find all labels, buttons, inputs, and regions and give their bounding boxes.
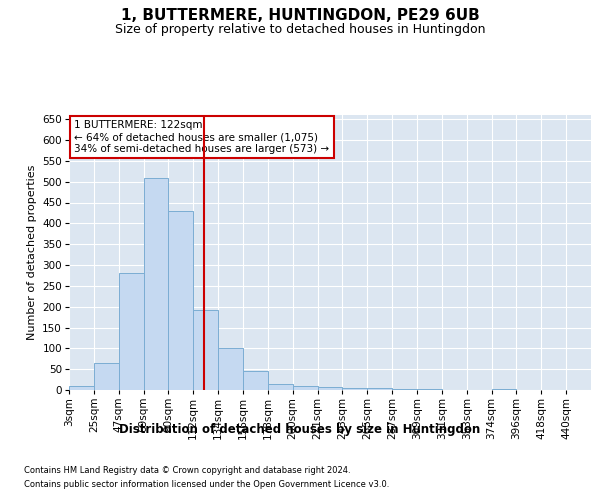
- Text: Size of property relative to detached houses in Huntingdon: Size of property relative to detached ho…: [115, 22, 485, 36]
- Bar: [293, 386, 317, 390]
- Text: 1, BUTTERMERE, HUNTINGDON, PE29 6UB: 1, BUTTERMERE, HUNTINGDON, PE29 6UB: [121, 8, 479, 22]
- Bar: [243, 371, 268, 390]
- Y-axis label: Number of detached properties: Number of detached properties: [27, 165, 37, 340]
- Bar: [268, 384, 293, 390]
- Text: Contains public sector information licensed under the Open Government Licence v3: Contains public sector information licen…: [24, 480, 389, 489]
- Bar: [169, 211, 193, 390]
- Bar: [317, 386, 343, 390]
- Text: 1 BUTTERMERE: 122sqm
← 64% of detached houses are smaller (1,075)
34% of semi-de: 1 BUTTERMERE: 122sqm ← 64% of detached h…: [74, 120, 329, 154]
- Text: Contains HM Land Registry data © Crown copyright and database right 2024.: Contains HM Land Registry data © Crown c…: [24, 466, 350, 475]
- Bar: [143, 178, 169, 390]
- Bar: [193, 310, 218, 390]
- Bar: [343, 388, 367, 390]
- Bar: [69, 386, 94, 390]
- Bar: [392, 389, 417, 390]
- Bar: [94, 363, 119, 390]
- Text: Distribution of detached houses by size in Huntingdon: Distribution of detached houses by size …: [119, 422, 481, 436]
- Bar: [491, 389, 517, 390]
- Bar: [417, 389, 442, 390]
- Bar: [119, 274, 143, 390]
- Bar: [367, 388, 392, 390]
- Bar: [218, 348, 243, 390]
